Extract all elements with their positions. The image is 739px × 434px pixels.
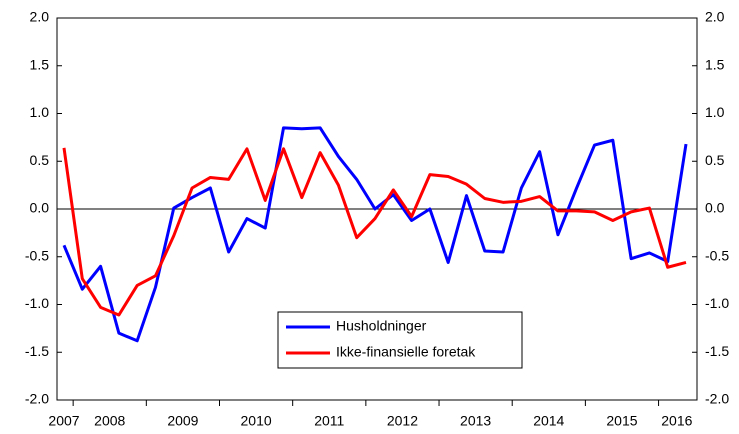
x-tick-label: 2015 [606,413,637,429]
y2-tick-label: 2.0 [705,9,725,25]
x-tick-label: 2013 [460,413,491,429]
y2-tick-label: 0.0 [705,200,725,216]
legend: Husholdninger Ikke-finansielle foretak [277,311,523,369]
y-tick-label: -1.5 [25,343,49,359]
x-tick-label: 2011 [314,413,344,429]
y-tick-label: 1.0 [30,104,50,120]
legend-label: Husholdninger [336,318,427,334]
y2-tick-label: -1.5 [705,343,729,359]
x-tick-label: 2009 [167,413,198,429]
y-tick-label: 0.5 [30,152,50,168]
x-tick-label: 2016 [661,413,692,429]
y-tick-label: 0.0 [30,200,50,216]
y2-tick-label: 1.0 [705,104,725,120]
series-line [62,147,687,317]
legend-box [277,311,523,369]
y-tick-label: 2.0 [30,9,50,25]
x-tick-label: 2012 [387,413,418,429]
y-tick-label: -1.0 [25,295,49,311]
y2-tick-label: 1.5 [705,56,725,72]
y-tick-label: 1.5 [30,56,50,72]
legend-label: Ikke-finansielle foretak [336,344,476,360]
y-tick-label: -0.5 [25,247,49,263]
x-tick-label: 2014 [533,413,564,429]
y2-tick-label: -1.0 [705,295,729,311]
y2-tick-label: -0.5 [705,247,729,263]
x-tick-label: 2008 [94,413,125,429]
y-tick-label: -2.0 [25,391,49,407]
y2-tick-label: 0.5 [705,152,725,168]
x-tick-label: 2007 [48,413,79,429]
series-line [62,126,688,343]
y2-tick-label: -2.0 [705,391,729,407]
x-tick-label: 2010 [241,413,272,429]
